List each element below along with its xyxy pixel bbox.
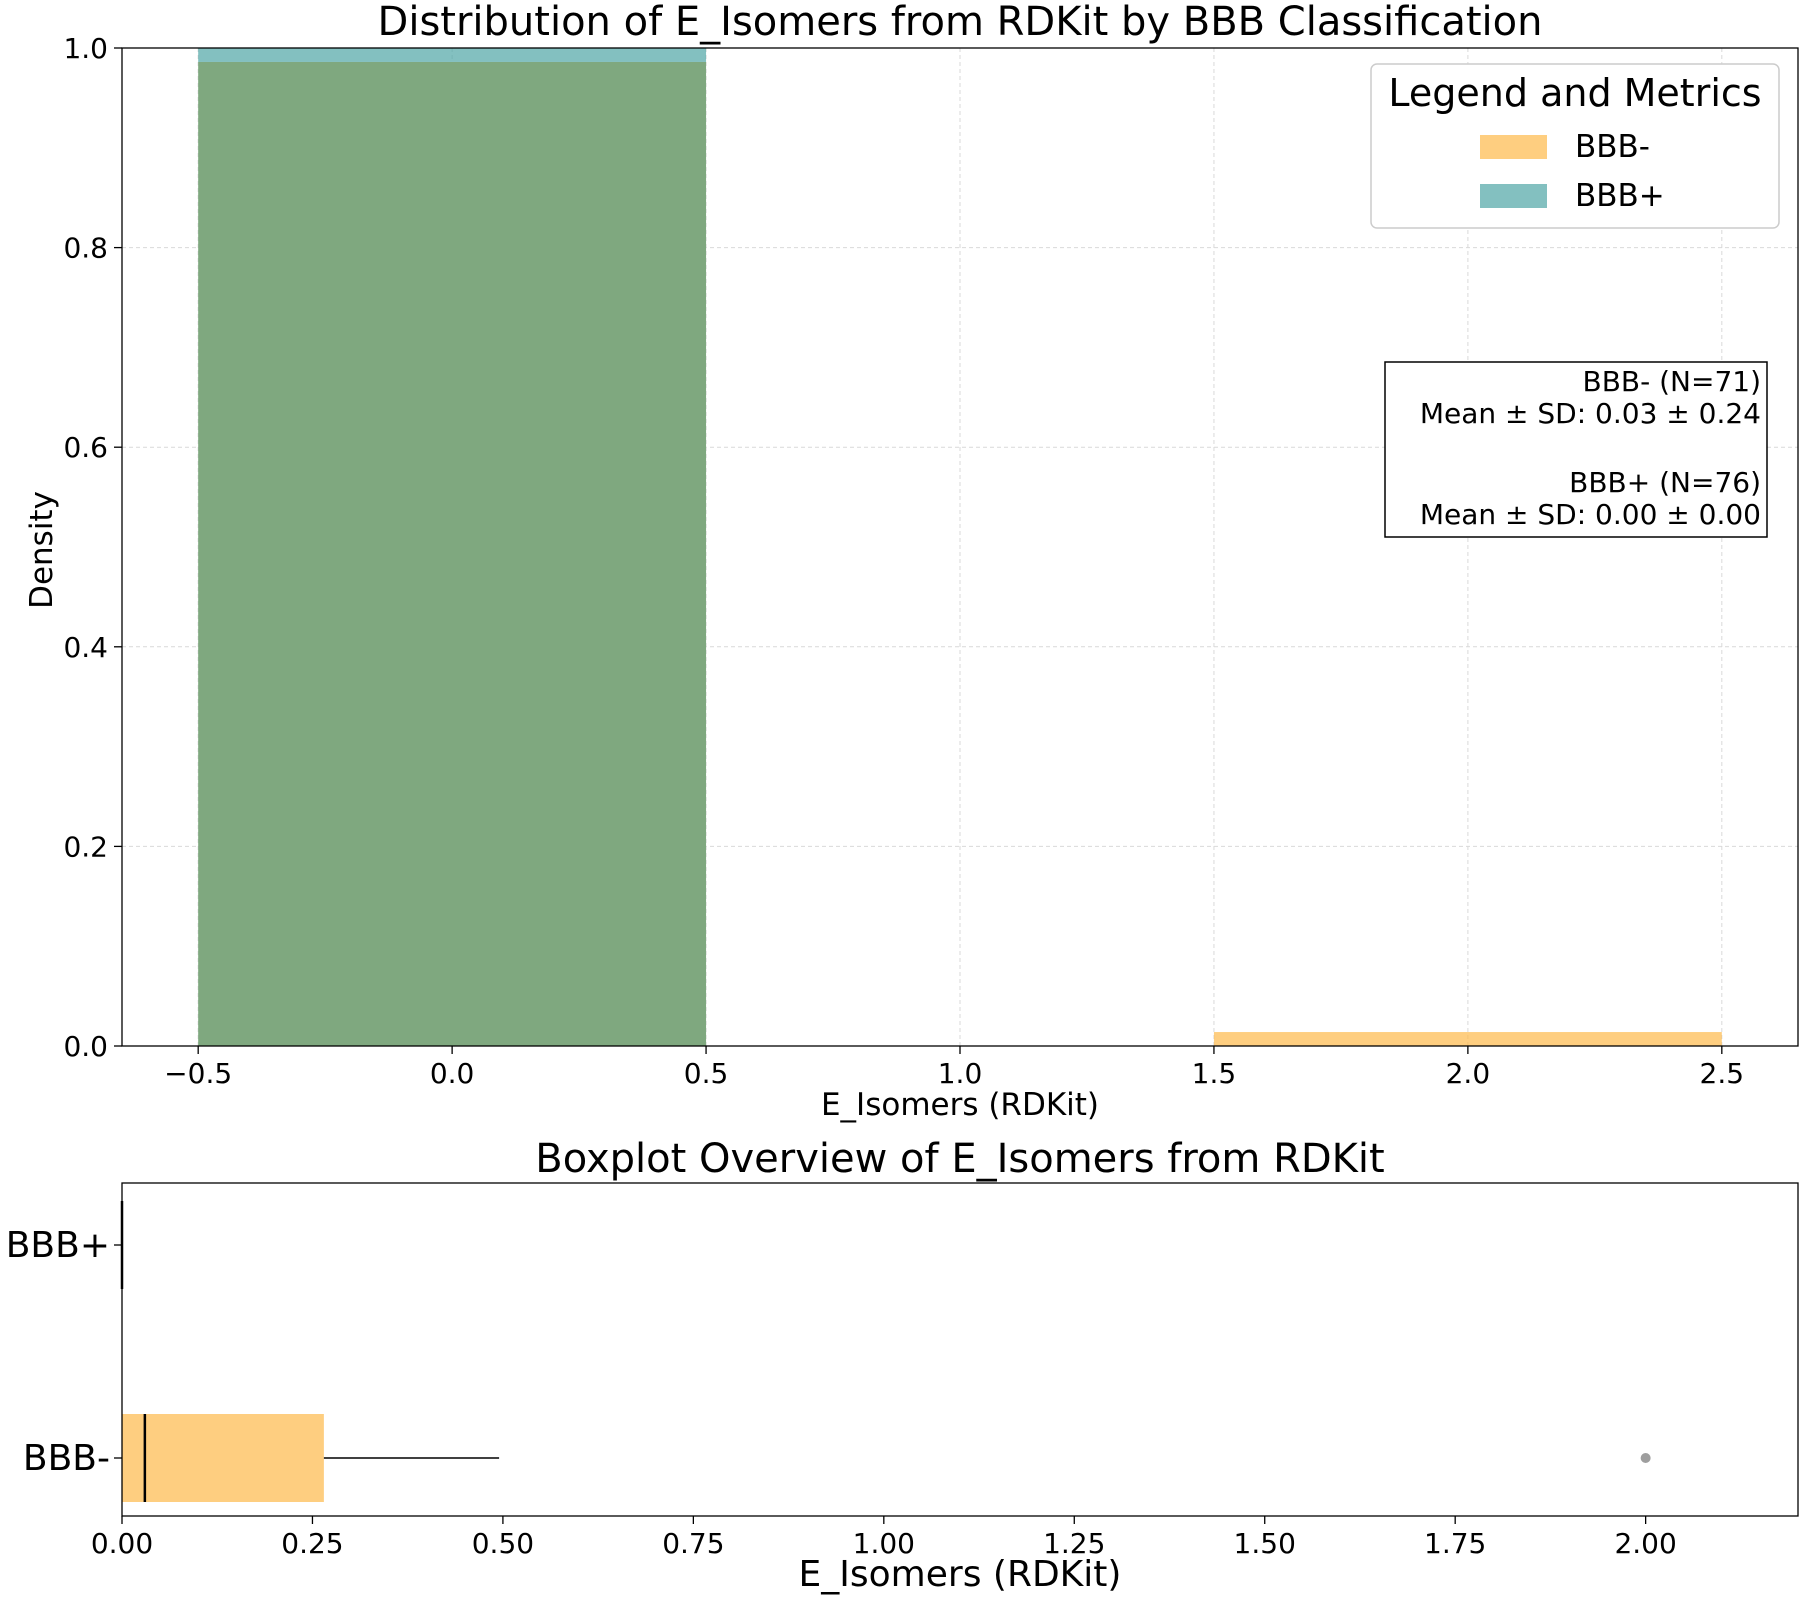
hist-y-tick-label-0: 0.0 [63,1030,108,1063]
hist-y-tick-label-3: 0.6 [63,431,108,464]
histogram-x-ticks: −0.5 0.0 0.5 1.0 1.5 2.0 2.5 [164,1046,1744,1090]
hist-bar-bbb-plus-0 [198,48,707,62]
metrics-line-4: Mean ± SD: 0.00 ± 0.00 [1420,498,1761,531]
hist-x-tick-label-0: −0.5 [164,1057,232,1090]
legend-label-bbb-minus: BBB- [1575,129,1650,165]
box-bbb-minus [122,1414,324,1502]
hist-x-tick-label-1: 0.0 [430,1057,475,1090]
histogram-y-axis-label: Density [24,491,60,609]
boxplot-title: Boxplot Overview of E_Isomers from RDKit [535,1136,1384,1182]
metrics-line-1: BBB- (N=71) [1582,365,1761,398]
metrics-frame [1384,361,1768,538]
box-x-tick-label-0: 0.00 [91,1527,153,1560]
box-y-tick-label-bbb-minus: BBB- [23,1438,110,1479]
legend: Legend and Metrics BBB- BBB+ [1370,63,1780,229]
hist-x-tick-label-6: 2.5 [1700,1057,1745,1090]
boxplot-y-ticks: BBB+ BBB- [6,1225,122,1479]
boxplot-x-ticks: 0.00 0.25 0.50 0.75 1.00 1.25 1.50 1.75 2.00 [91,1516,1677,1560]
hist-x-tick-label-5: 2.0 [1446,1057,1491,1090]
metrics-line-3: BBB+ (N=76) [1569,466,1761,499]
boxplot-marks [120,1201,1651,1502]
histogram-bars [198,48,1722,1047]
legend-swatch-bbb-minus [1480,135,1547,159]
box-x-tick-label-2: 0.50 [472,1527,534,1560]
histogram-x-axis-label: E_Isomers (RDKit) [821,1087,1099,1123]
boxplot-plot-area [121,1182,1799,1517]
box-x-tick-label-3: 0.75 [662,1527,724,1560]
box-x-tick-label-6: 1.50 [1234,1527,1296,1560]
hist-y-tick-label-5: 1.0 [63,32,108,65]
outlier-bbb-minus-0 [1640,1453,1651,1463]
metrics-box: BBB- (N=71) Mean ± SD: 0.03 ± 0.24 BBB+ … [1384,361,1768,538]
hist-x-tick-label-2: 0.5 [684,1057,729,1090]
boxplot-x-axis-label: E_Isomers (RDKit) [799,1554,1122,1595]
legend-frame [1370,63,1780,229]
box-x-tick-label-7: 1.75 [1424,1527,1486,1560]
box-x-tick-label-5: 1.25 [1043,1527,1105,1560]
box-y-tick-label-bbb-plus: BBB+ [6,1225,110,1266]
legend-label-bbb-plus: BBB+ [1575,178,1665,214]
hist-y-tick-label-1: 0.2 [63,830,108,863]
legend-title: Legend and Metrics [1388,71,1761,115]
hist-x-tick-label-3: 1.0 [938,1057,983,1090]
hist-x-tick-label-4: 1.5 [1192,1057,1237,1090]
hist-y-tick-label-4: 0.8 [63,232,108,265]
histogram-title: Distribution of E_Isomers from RDKit by … [378,0,1543,45]
metrics-line-2: Mean ± SD: 0.03 ± 0.24 [1420,397,1761,430]
hist-y-tick-label-2: 0.4 [63,631,108,664]
legend-swatch-bbb-plus [1480,184,1547,208]
hist-bar-bbb-minus-1 [1213,1032,1722,1046]
hist-bar-overlap-0 [198,61,707,1047]
box-x-tick-label-1: 0.25 [281,1527,343,1560]
histogram-y-ticks: 0.0 0.2 0.4 0.6 0.8 1.0 [63,32,122,1063]
box-x-tick-label-8: 2.00 [1614,1527,1676,1560]
box-x-tick-label-4: 1.00 [853,1527,915,1560]
